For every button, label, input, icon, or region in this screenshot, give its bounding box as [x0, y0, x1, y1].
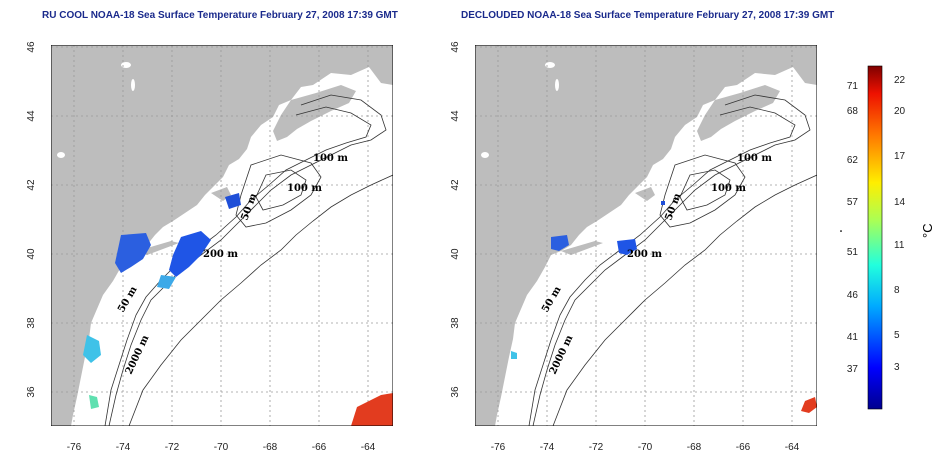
x-tick: -66: [736, 442, 751, 453]
right-sst-map: 100 m 100 m 50 m 200 m 50 m 2000 m: [475, 45, 817, 426]
x-tick: -66: [312, 442, 327, 453]
fahrenheit-tick: 57: [847, 197, 859, 208]
y-tick: 42: [450, 179, 461, 191]
contour-label: 200 m: [203, 249, 238, 260]
contour-label: 100 m: [737, 153, 772, 164]
x-tick: -68: [263, 442, 278, 453]
y-tick: 42: [26, 179, 37, 191]
bathymetry-contours: [528, 94, 817, 426]
newfoundland-area: [793, 59, 817, 85]
cape-cod: [635, 187, 655, 201]
long-island: [561, 241, 603, 255]
x-tick: -70: [638, 442, 653, 453]
left-axes: -76 -74 -72 -70 -68 -66 -64 36 38 40 42 …: [26, 41, 376, 453]
celsius-tick: 8: [894, 285, 900, 296]
y-tick: 46: [26, 41, 37, 53]
y-tick: 40: [450, 248, 461, 260]
x-tick: -72: [589, 442, 604, 453]
contour-label: 100 m: [313, 153, 348, 164]
land-mass: [51, 45, 393, 426]
x-tick: -74: [540, 442, 555, 453]
x-tick: -76: [67, 442, 82, 453]
x-tick: -64: [361, 442, 376, 453]
y-tick: 38: [450, 317, 461, 329]
y-tick: 40: [26, 248, 37, 260]
sst-patches: [83, 193, 393, 426]
contour-label: 100 m: [711, 183, 746, 194]
fahrenheit-tick: 41: [847, 332, 859, 343]
long-island: [137, 241, 179, 255]
left-sst-map: 100 m 100 m 50 m 200 m 50 m 2000 m: [51, 45, 393, 426]
x-tick: -70: [214, 442, 229, 453]
y-tick: 38: [26, 317, 37, 329]
land-mass: [475, 45, 817, 426]
fahrenheit-tick: 71: [847, 81, 859, 92]
nova-scotia: [273, 85, 356, 141]
x-tick: -76: [491, 442, 506, 453]
graticule: [475, 45, 817, 426]
y-tick: 44: [450, 110, 461, 122]
fahrenheit-tick: 46: [847, 290, 859, 301]
x-tick: -64: [785, 442, 800, 453]
right-axes: -76 -74 -72 -70 -68 -66 -64 36 38 40 42 …: [450, 41, 800, 453]
contour-label: 200 m: [627, 249, 662, 260]
y-tick: 46: [450, 41, 461, 53]
x-tick: -72: [165, 442, 180, 453]
fahrenheit-unit: °F: [840, 225, 845, 238]
x-tick: -68: [687, 442, 702, 453]
celsius-tick: 3: [894, 362, 900, 373]
sst-patches: [511, 201, 817, 413]
fahrenheit-tick: 51: [847, 247, 859, 258]
newfoundland-area: [369, 59, 393, 85]
right-map-title: DECLOUDED NOAA-18 Sea Surface Temperatur…: [461, 10, 835, 21]
celsius-tick: 17: [894, 151, 906, 162]
colorbar-gradient: [867, 65, 883, 410]
fahrenheit-tick: 37: [847, 364, 859, 375]
temperature-colorbar: 71 68 62 57 51 46 41 37 22 20 17 14 11 8…: [840, 65, 935, 410]
celsius-tick: 20: [894, 106, 906, 117]
bathymetry-contours: [104, 94, 393, 426]
celsius-tick: 11: [894, 240, 905, 251]
celsius-tick: 22: [894, 75, 906, 86]
y-tick: 44: [26, 110, 37, 122]
celsius-unit: °C: [920, 223, 935, 238]
contour-label: 100 m: [287, 183, 322, 194]
fahrenheit-tick: 68: [847, 106, 859, 117]
x-tick: -74: [116, 442, 131, 453]
y-tick: 36: [26, 386, 37, 398]
left-map-title: RU COOL NOAA-18 Sea Surface Temperature …: [42, 10, 398, 21]
fahrenheit-tick: 62: [847, 155, 859, 166]
celsius-tick: 14: [894, 197, 906, 208]
y-tick: 36: [450, 386, 461, 398]
nova-scotia: [697, 85, 780, 141]
celsius-tick: 5: [894, 330, 900, 341]
